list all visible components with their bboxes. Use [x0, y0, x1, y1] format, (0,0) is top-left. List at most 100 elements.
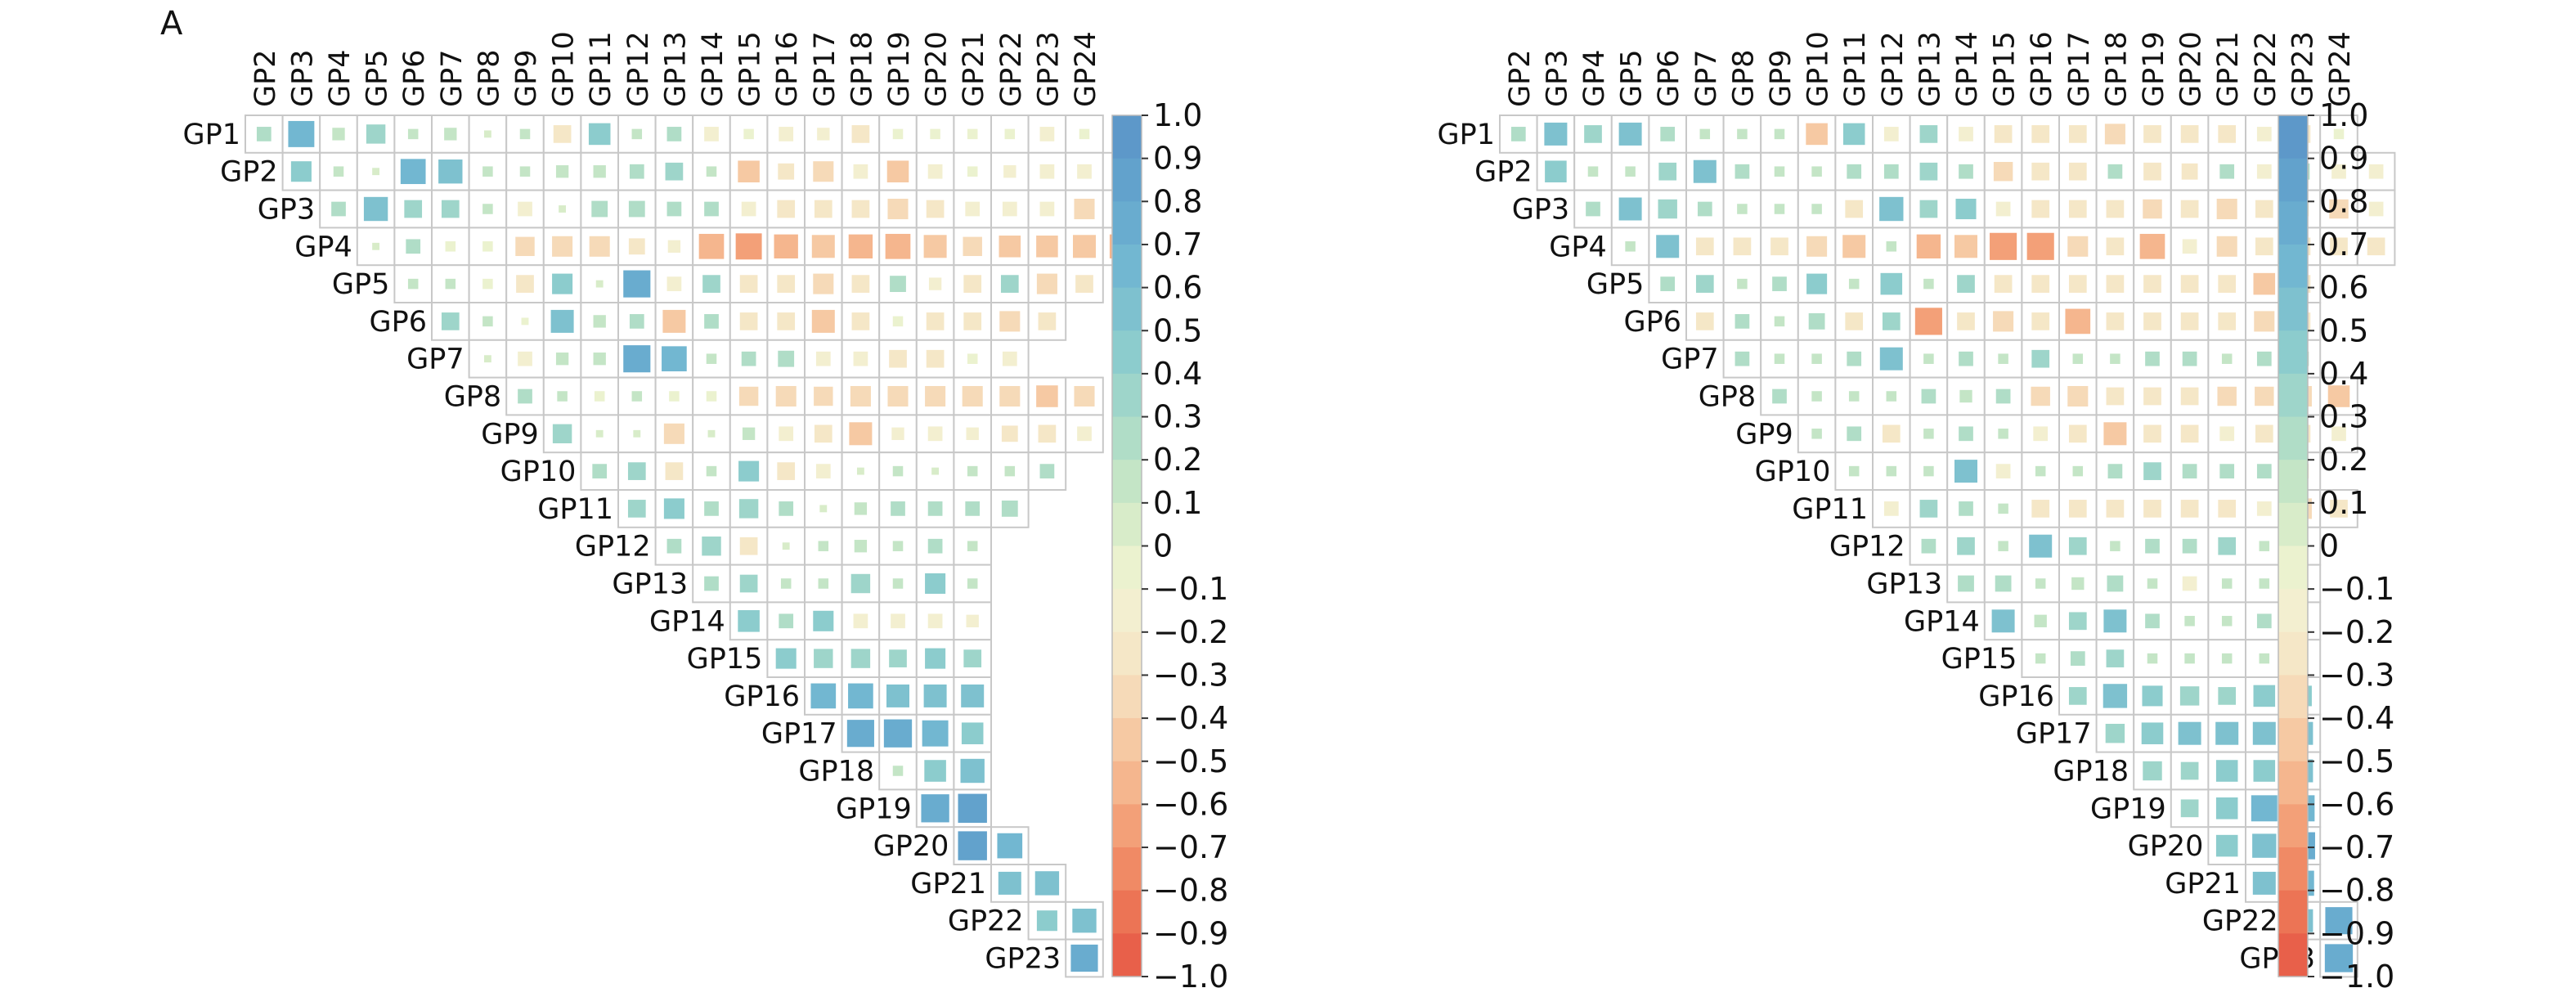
- correlation-square: [2033, 426, 2049, 442]
- correlation-square: [631, 391, 643, 402]
- correlation-square: [2103, 684, 2128, 708]
- correlation-square: [1075, 275, 1093, 293]
- correlation-square: [1957, 312, 1975, 330]
- colorbar-segment: [2278, 589, 2308, 633]
- colorbar-tick-label: 0.4: [2319, 356, 2368, 392]
- correlation-square: [2143, 275, 2161, 293]
- correlation-square: [1957, 275, 1975, 293]
- correlation-square: [1842, 235, 1866, 258]
- correlation-square: [738, 460, 760, 482]
- correlation-square: [778, 350, 795, 367]
- correlation-square: [1774, 128, 1785, 140]
- correlation-square: [1658, 199, 1677, 219]
- column-label: GP10: [1802, 31, 1835, 107]
- colorbar-tick-label: 0.2: [1153, 442, 1202, 478]
- colorbar-tick-label: −0.2: [2319, 614, 2394, 650]
- column-label: GP19: [883, 31, 916, 107]
- colorbar-tick-label: 0.7: [2319, 227, 2368, 263]
- grid-cell: [953, 639, 993, 679]
- correlation-square: [666, 127, 682, 141]
- correlation-square: [1990, 232, 2017, 260]
- correlation-square: [1995, 388, 2011, 404]
- correlation-square: [1004, 465, 1016, 477]
- panel-label-a: A: [160, 5, 183, 43]
- correlation-square: [743, 128, 754, 140]
- colorbar-segment: [1112, 631, 1142, 676]
- correlation-square: [1774, 204, 1785, 214]
- correlation-square: [780, 578, 792, 589]
- correlation-square: [926, 312, 945, 330]
- correlation-square: [482, 316, 493, 327]
- correlation-square: [777, 200, 796, 218]
- correlation-square: [1774, 166, 1785, 177]
- correlation-square: [2218, 125, 2237, 143]
- column-label: GP5: [1616, 50, 1649, 108]
- correlation-square: [2034, 614, 2047, 627]
- correlation-square: [965, 201, 981, 217]
- row-label: GP7: [1661, 344, 1719, 376]
- correlation-square: [1847, 164, 1862, 179]
- correlation-square: [739, 537, 758, 555]
- correlation-square: [927, 501, 943, 516]
- correlation-square: [1586, 201, 1600, 217]
- correlation-square: [1919, 162, 1938, 181]
- correlation-square: [892, 578, 904, 589]
- correlation-square: [1847, 426, 1862, 442]
- correlation-square: [706, 166, 717, 177]
- correlation-square: [2143, 500, 2161, 518]
- correlation-square: [1886, 465, 1897, 477]
- column-label: GP4: [1578, 50, 1611, 108]
- correlation-square: [775, 648, 797, 669]
- panel-a: A GP2 GP3 GP4 GP5 GP6 GP7 GP8 GP9 GP10 GP11 GP12 GP…: [160, 5, 1229, 995]
- correlation-square: [1811, 204, 1822, 214]
- correlation-square: [848, 683, 873, 709]
- correlation-square: [2219, 426, 2235, 442]
- panel-b: B GP2GP3GP4GP5GP6GP7GP8GP9GP10GP11GP12GP…: [1288, 0, 2576, 997]
- column-label: GP10: [548, 31, 581, 107]
- correlation-square: [774, 234, 798, 258]
- correlation-square: [1880, 272, 1903, 295]
- grid-cell: [1834, 414, 1874, 454]
- correlation-square: [2252, 871, 2276, 895]
- colorbar-tick-label: −0.4: [1153, 700, 1228, 736]
- correlation-heatmap-a: GP2 GP3 GP4 GP5 GP6 GP7 GP8 GP9 GP10 GP11 GP12 GP13…: [183, 31, 1229, 995]
- correlation-square: [814, 200, 832, 218]
- correlation-square: [999, 236, 1021, 258]
- correlation-square: [966, 614, 979, 627]
- correlation-square: [1883, 164, 1899, 179]
- correlation-square: [2106, 500, 2125, 518]
- row-label: GP11: [537, 493, 613, 526]
- correlation-square: [931, 467, 940, 475]
- row-label: GP21: [2165, 868, 2241, 900]
- correlation-square: [1919, 500, 1938, 518]
- column-label: GP8: [473, 50, 505, 108]
- correlation-square: [1998, 503, 2008, 514]
- correlation-square: [553, 125, 572, 143]
- correlation-square: [704, 576, 719, 591]
- correlation-square: [1772, 276, 1787, 291]
- correlation-square: [663, 423, 684, 444]
- correlation-square: [404, 200, 423, 218]
- correlation-square: [2180, 275, 2199, 293]
- colorbar-segment: [1112, 675, 1142, 719]
- colorbar-segment: [2278, 847, 2308, 891]
- correlation-square: [1883, 127, 1899, 141]
- correlation-square: [482, 204, 493, 214]
- colorbar-segment: [1112, 373, 1142, 418]
- correlation-square: [2068, 200, 2087, 218]
- grid-cell: [2170, 302, 2210, 341]
- correlation-square: [2068, 125, 2087, 143]
- correlation-square: [2106, 237, 2125, 256]
- correlation-square: [775, 385, 797, 407]
- correlation-square: [814, 386, 833, 406]
- colorbar-tick-label: 0.8: [2319, 183, 2368, 219]
- colorbar-segment: [1112, 287, 1142, 331]
- grid-cell: [1065, 900, 1104, 941]
- correlation-square: [2072, 465, 2084, 477]
- correlation-square: [1806, 273, 1828, 294]
- column-label: GP22: [2250, 31, 2282, 107]
- row-label: GP8: [1699, 381, 1757, 414]
- colorbar-segment: [2278, 804, 2308, 848]
- correlation-square: [1002, 201, 1017, 217]
- grid-cell: [468, 189, 508, 229]
